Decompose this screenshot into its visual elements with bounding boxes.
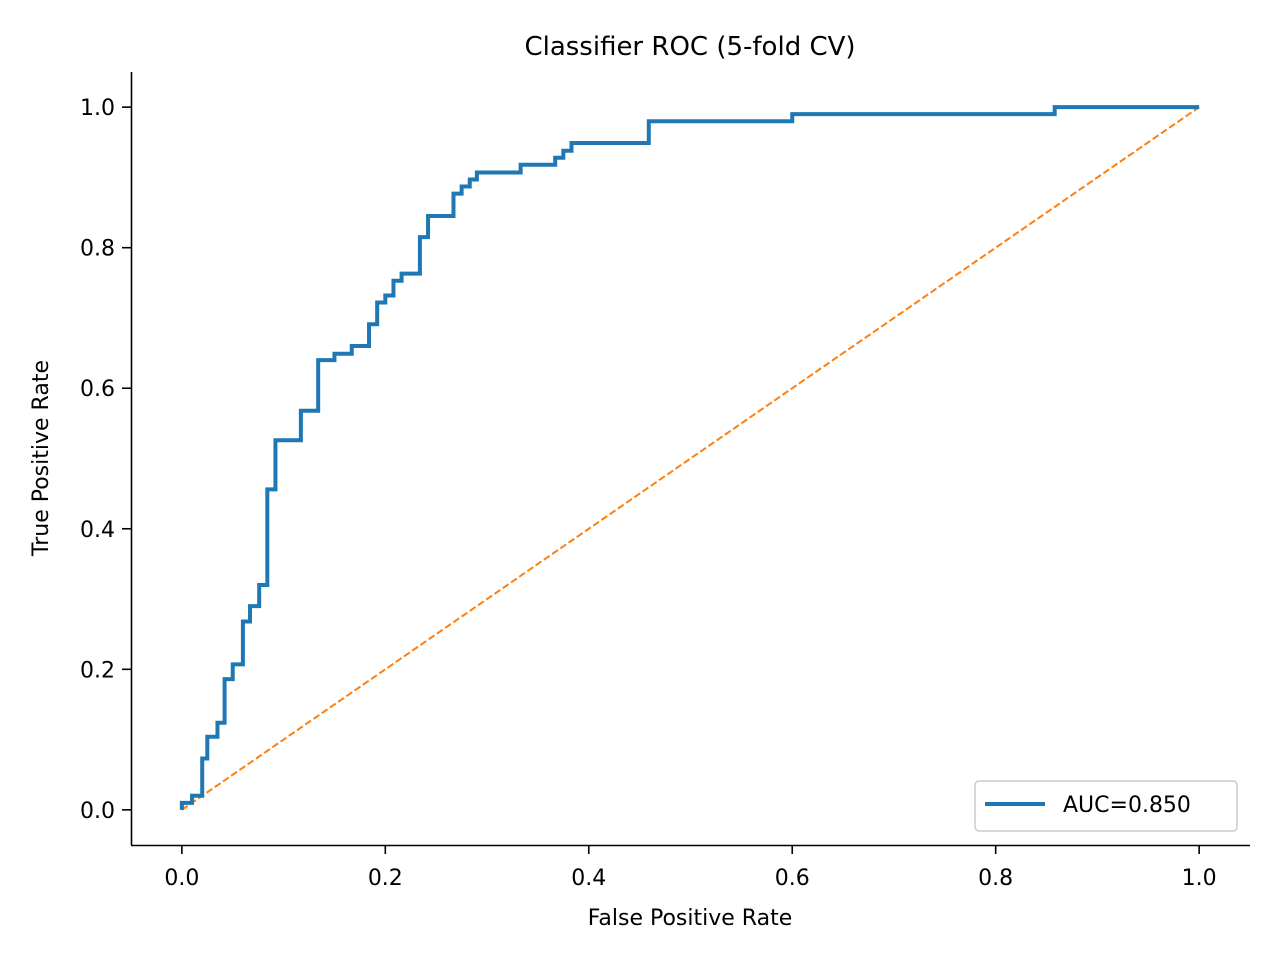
x-axis-label: False Positive Rate <box>588 906 792 931</box>
x-tick-label: 0.8 <box>978 866 1013 891</box>
series-layer <box>179 105 1200 811</box>
y-ticks: 0.0 0.2 0.4 0.6 0.8 1.0 <box>80 96 131 824</box>
legend-frame <box>974 780 1238 832</box>
legend: AUC=0.850 <box>974 780 1238 832</box>
x-tick-label: 0.2 <box>368 866 403 891</box>
x-tick-label: 0.0 <box>164 866 199 891</box>
y-tick-label: 0.0 <box>80 799 115 824</box>
x-tick-label: 1.0 <box>1182 866 1217 891</box>
legend-label: AUC=0.850 <box>1063 793 1191 818</box>
y-tick-label: 0.2 <box>80 658 115 683</box>
y-tick-label: 0.4 <box>80 518 115 543</box>
roc-curve-line <box>179 105 1200 810</box>
chance-diagonal-line <box>181 106 1200 811</box>
y-axis-label: True Positive Rate <box>29 360 54 557</box>
x-ticks: 0.0 0.2 0.4 0.6 0.8 1.0 <box>164 845 1217 891</box>
y-tick-label: 0.8 <box>80 237 115 262</box>
chart-title: Classifier ROC (5-fold CV) <box>524 32 855 62</box>
x-tick-label: 0.4 <box>571 866 606 891</box>
y-tick-label: 0.6 <box>80 377 115 402</box>
y-tick-label: 1.0 <box>80 96 115 121</box>
x-tick-label: 0.6 <box>775 866 810 891</box>
